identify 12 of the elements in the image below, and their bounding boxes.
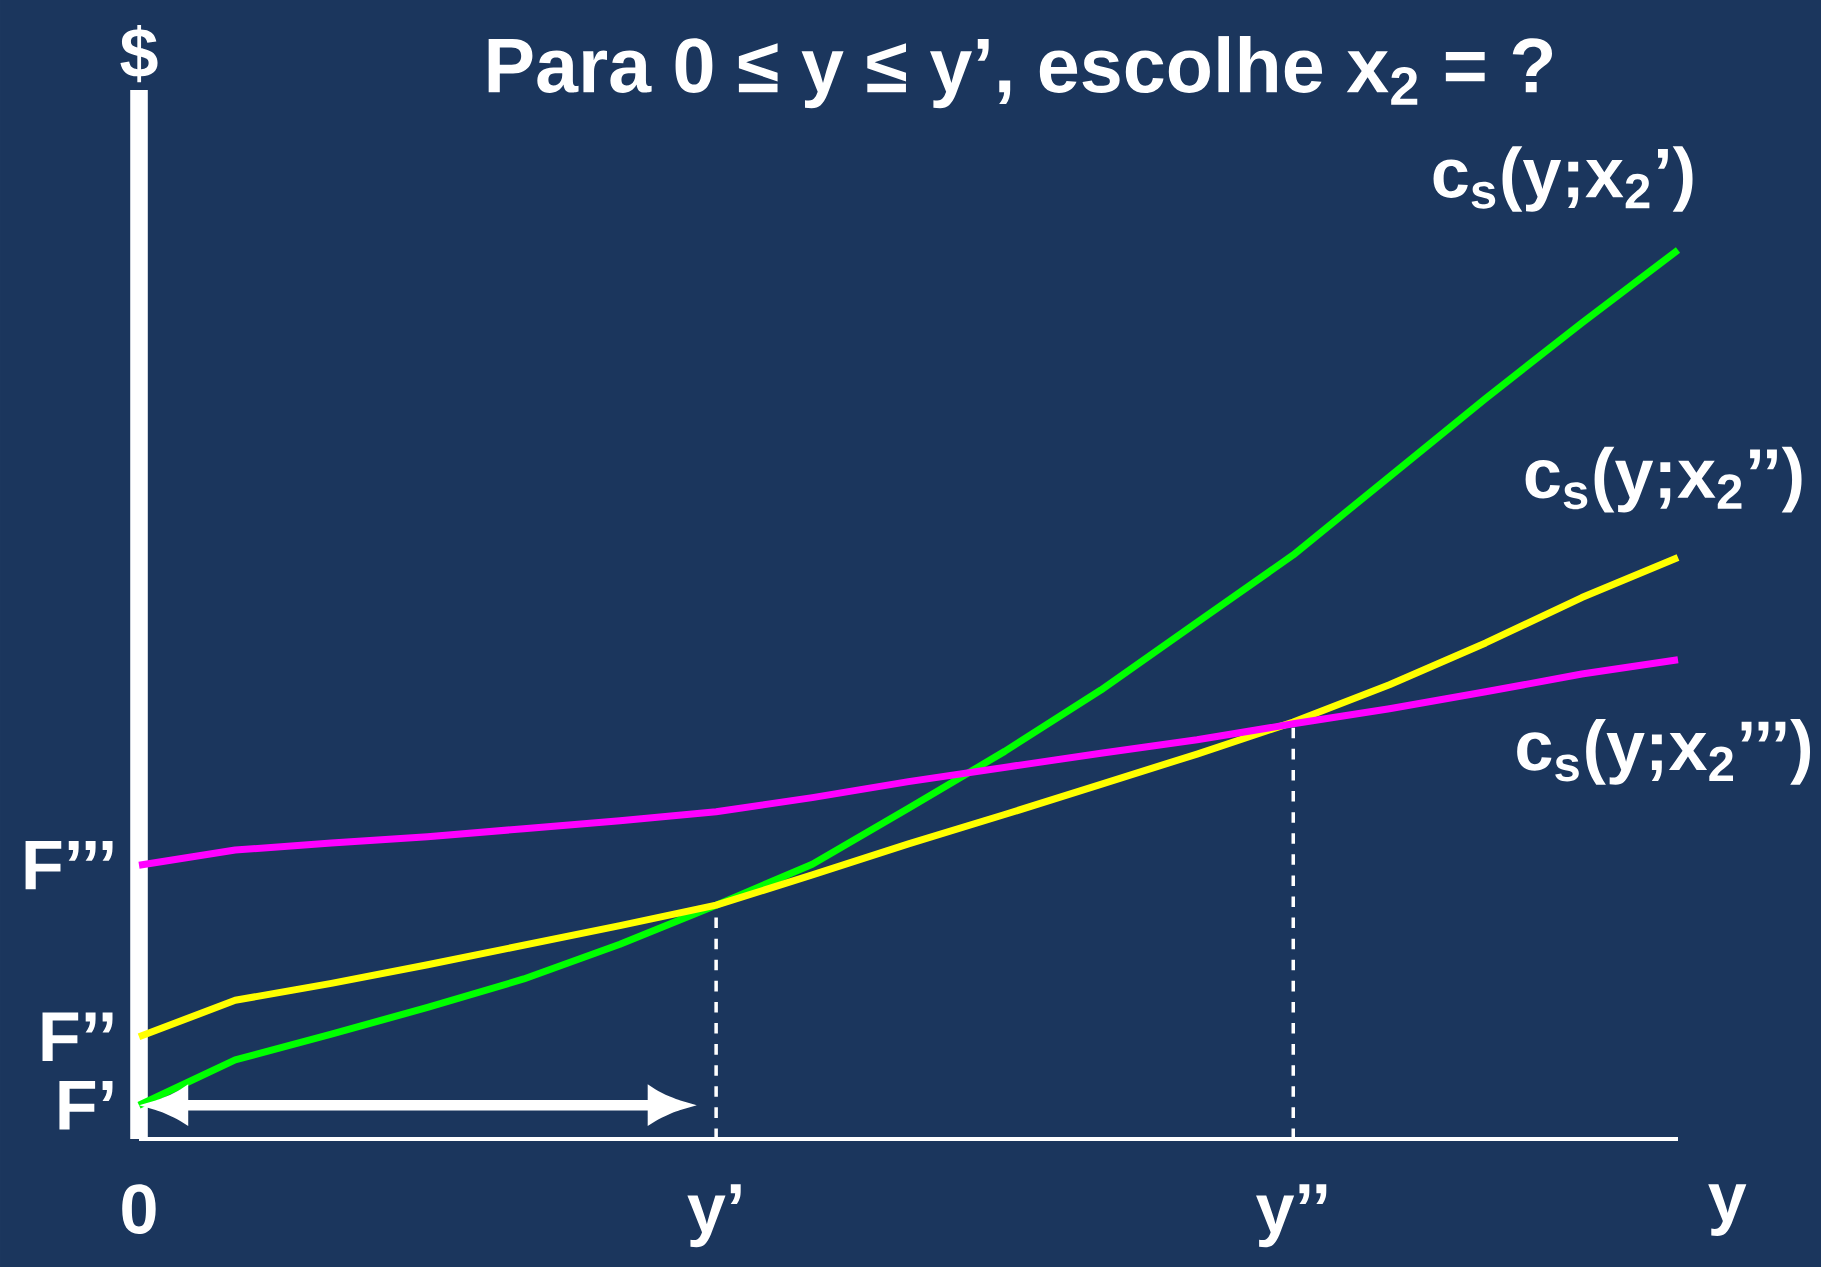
text: F’ — [59, 1081, 113, 1130]
series-label: c$_{s}$(y;x$_{2}$’’) — [1525, 446, 1802, 513]
text: F’’’ — [25, 841, 113, 890]
x-tick-label: y’’ — [1256, 1184, 1327, 1248]
text: F’’ — [42, 1012, 113, 1061]
series-label: c$_{s}$(y;x$_{2}$’’’) — [1517, 719, 1811, 785]
chart-title: Para 0 ≤ y ≤ y’, escolhe x$_{2}$ = ? — [488, 36, 1552, 109]
x-tick-label: y’ — [687, 1184, 741, 1248]
series-label: c$_{s}$(y;x$_{2}$’) — [1433, 146, 1693, 212]
x-axis-title: y — [1708, 1184, 1747, 1236]
y-axis-title: $ — [120, 24, 158, 83]
x-tick-label: 0 — [122, 1184, 156, 1234]
